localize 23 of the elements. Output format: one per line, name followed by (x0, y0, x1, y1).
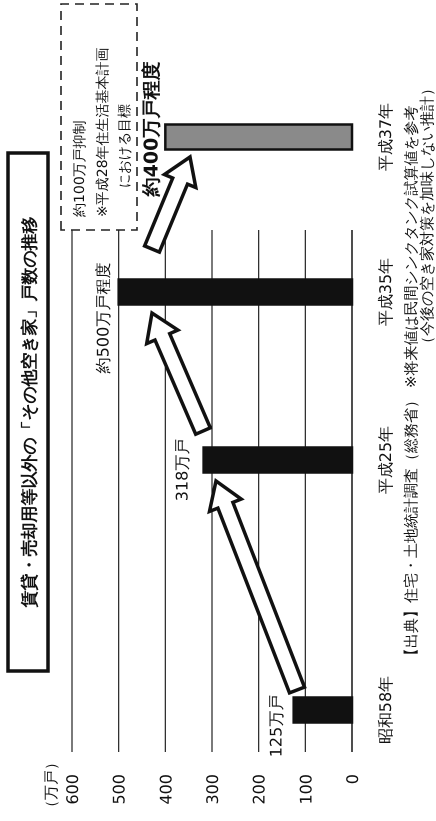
data-label: 約400万戸程度 (140, 62, 162, 198)
title: 賃貸・売却用等以外の「その他空き家」戸数の推移 (20, 216, 40, 608)
y-tick-label: 昭和58年 (376, 676, 395, 744)
data-label: 約500万戸程度 (94, 262, 113, 374)
y-tick-label: 平成25年 (376, 426, 395, 494)
data-label: 318万戸 (172, 438, 192, 502)
text: （万戸） (42, 755, 60, 815)
x-tick-label: 600 (63, 774, 82, 805)
x-tick-label: 300 (203, 774, 222, 805)
text: （今後の空き家対策を加味しない推計） (418, 81, 436, 351)
x-tick-label: 500 (110, 774, 129, 805)
x-tick-label: 100 (296, 774, 316, 805)
x-tick-label: 200 (250, 774, 269, 805)
text: ※将来値は民間シンクタンク試算値を参考 (402, 105, 420, 388)
annotation: ※平成28年住生活基本計画 (95, 47, 111, 217)
annotation: 約100万戸抑制 (72, 120, 88, 217)
x-tick-label: 400 (156, 774, 176, 805)
x-tick-label: 0 (343, 774, 362, 784)
y-tick-label: 平成37年 (376, 102, 395, 172)
annotation: における目標 (117, 104, 133, 188)
text: 【出典】住宅・土地統計調査（総務省） (402, 393, 420, 663)
data-label: 125万戸 (266, 694, 286, 758)
y-tick-label: 平成35年 (376, 258, 395, 326)
